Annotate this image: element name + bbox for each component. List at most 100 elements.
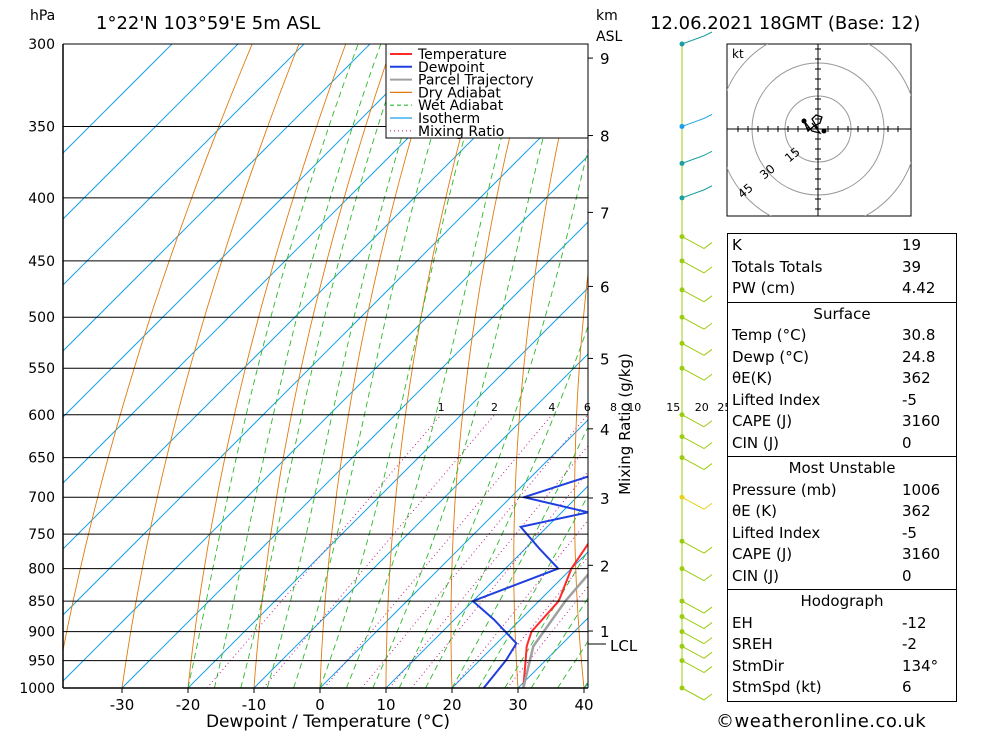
x-tick-label: -30 [110, 696, 135, 714]
legend-entry: Wet Adiabat [418, 98, 504, 114]
surface-row: Lifted Index -5 [728, 390, 956, 412]
mixing-ratio-label: 1 [438, 401, 445, 414]
wind-barb-dot [679, 123, 685, 129]
surface-section: Surface Temp (°C) 30.8 Dewp (°C) 24.8 θE(K) 3… [728, 301, 956, 457]
legend-entry: Dry Adiabat [418, 85, 501, 101]
mixing-ratio-axis-title: Mixing Ratio (g/kg) [616, 353, 634, 495]
wind-barb [681, 436, 713, 450]
hodograph-unit-label: kt [732, 47, 744, 61]
wet-adiabat-line [451, 426, 588, 688]
most-unstable-label: Pressure (mb) [732, 480, 837, 499]
surface-row: Dewp (°C) 24.8 [728, 347, 956, 369]
surface-value: 30.8 [902, 326, 936, 344]
hodograph-stat-label: SREH [732, 635, 773, 653]
pressure-tick-label: 600 [28, 408, 55, 424]
legend-entry: Dewpoint [418, 60, 485, 76]
parcel-trajectory-trace [522, 572, 588, 688]
copyright-link[interactable]: ©weatheronline.co.uk [716, 711, 927, 732]
km-tick-label: 1 [600, 623, 610, 641]
isotherm-line [63, 89, 588, 616]
dry-adiabat-line [121, 44, 300, 688]
km-tick-label: 3 [600, 490, 610, 508]
most-unstable-row: θE (K) 362 [728, 501, 956, 523]
index-value: 39 [902, 257, 922, 276]
storm-motion-point [821, 128, 827, 134]
index-label: K [732, 236, 742, 254]
isotherm-line [63, 44, 305, 286]
most-unstable-value: 1006 [902, 480, 941, 499]
wind-barb [681, 568, 713, 582]
surface-value: 362 [902, 369, 931, 387]
x-tick-label: -20 [176, 696, 201, 714]
pressure-tick-label: 800 [28, 562, 55, 578]
km-tick-label: 8 [600, 128, 610, 146]
dry-adiabat-line [574, 269, 588, 688]
hodograph-stat-label: EH [732, 613, 753, 632]
km-tick-label: 4 [600, 421, 610, 439]
mixing-ratio-line [262, 414, 495, 688]
legend-entry: Temperature [417, 47, 507, 63]
most-unstable-row: CIN (J) 0 [728, 566, 956, 588]
x-axis-title: Dewpoint / Temperature (°C) [206, 712, 450, 732]
wind-barb [681, 289, 713, 303]
wind-barb [681, 540, 713, 554]
temperature-trace [522, 542, 588, 688]
mixing-ratio-line [323, 414, 553, 688]
dry-adiabat-line [450, 44, 534, 688]
mixing-ratio-label: 4 [548, 401, 555, 414]
surface-row: CIN (J) 0 [728, 433, 956, 455]
index-row: Totals Totals 39 [728, 257, 956, 279]
wet-adiabat-line [266, 44, 432, 688]
dry-adiabat-line [385, 44, 487, 688]
pressure-tick-label: 1000 [19, 681, 55, 697]
x-tick-label: 20 [442, 696, 461, 714]
hodograph-stat-row: EH -12 [728, 613, 956, 635]
index-row: PW (cm) 4.42 [728, 278, 956, 300]
pressure-tick-label: 700 [28, 490, 55, 506]
hodograph-stat-value: -12 [902, 613, 927, 632]
dry-adiabat-line [187, 44, 347, 688]
dewpoint-trace [470, 475, 588, 688]
hodograph-stat-value: 134° [902, 656, 939, 675]
isotherm-line [63, 44, 239, 220]
location-title: 1°22'N 103°59'E 5m ASL [96, 13, 320, 34]
mixing-ratio-label: 2 [491, 401, 498, 414]
most-unstable-title: Most Unstable [788, 459, 896, 477]
surface-row: Temp (°C) 30.8 [728, 325, 956, 347]
pressure-tick-label: 750 [28, 527, 55, 543]
wind-barb [681, 414, 713, 428]
legend-entry: Parcel Trajectory [418, 73, 534, 89]
surface-label: CIN (J) [732, 433, 780, 452]
surface-label: Lifted Index [732, 390, 821, 409]
km-tick-label: 7 [600, 204, 610, 222]
surface-value: 3160 [902, 412, 941, 430]
hodograph-trace [803, 114, 823, 135]
mixing-ratio-label: 15 [666, 401, 680, 414]
wind-barb [681, 316, 713, 330]
km-tick-label: 6 [600, 278, 610, 296]
asl-unit-label: ASL [596, 29, 622, 45]
lcl-label: LCL [610, 637, 638, 655]
hpa-unit-label: hPa [30, 8, 55, 24]
isotherm-line [63, 44, 173, 154]
surface-value: 24.8 [902, 347, 936, 366]
wet-adiabat-line [213, 44, 382, 688]
index-label: PW (cm) [732, 279, 796, 297]
wet-adiabat-line [398, 147, 588, 688]
wind-barb [681, 457, 713, 471]
mixing-ratio-label: 10 [627, 401, 641, 414]
isotherm-line [63, 44, 437, 418]
wind-barb [681, 496, 713, 510]
wind-barb [681, 645, 713, 659]
most-unstable-value: 3160 [902, 545, 941, 563]
surface-row: θE(K) 362 [728, 368, 956, 390]
x-tick-label: -10 [242, 696, 267, 714]
km-tick-label: 5 [600, 350, 610, 368]
wind-barb [681, 687, 713, 701]
isotherm-line [121, 221, 588, 688]
wind-barb [681, 150, 713, 164]
x-tick-label: 30 [508, 696, 527, 714]
most-unstable-label: Lifted Index [732, 523, 821, 542]
